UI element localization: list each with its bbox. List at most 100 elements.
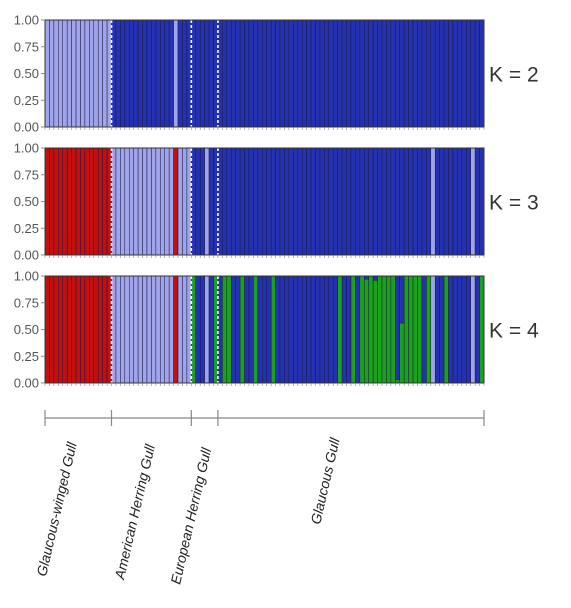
bar — [275, 275, 281, 384]
panels: 1.00 0.75 0.50 0.25 0.00 K = 2 1.00 0.75 0.50 0.2… — [14, 13, 539, 391]
bar — [439, 275, 445, 384]
bar — [381, 19, 387, 128]
bar — [324, 147, 330, 256]
bar — [412, 19, 418, 128]
bar — [151, 275, 157, 384]
bar — [195, 275, 201, 384]
bar-segment — [395, 275, 400, 381]
bar — [199, 19, 205, 128]
bar — [208, 275, 214, 384]
bar — [457, 19, 463, 128]
y-tick-label: 0.75 — [14, 295, 39, 310]
bar — [235, 147, 241, 256]
bar — [182, 19, 188, 128]
bar — [386, 147, 392, 256]
bar — [177, 147, 183, 256]
bar — [230, 19, 236, 128]
bar — [151, 147, 157, 256]
bar — [315, 275, 321, 384]
bar — [461, 147, 467, 256]
bar — [253, 147, 259, 256]
bar — [474, 275, 480, 384]
bar — [372, 19, 378, 128]
bar — [244, 275, 250, 384]
bar — [151, 19, 157, 128]
bar — [93, 19, 99, 128]
bar — [93, 147, 99, 256]
bar — [306, 147, 312, 256]
bar — [452, 147, 458, 256]
bar — [239, 147, 245, 256]
bar — [129, 275, 134, 384]
bar — [168, 19, 174, 128]
bar — [359, 147, 365, 256]
bar — [310, 19, 316, 128]
bar — [155, 19, 161, 128]
bar — [328, 19, 334, 128]
bar — [49, 147, 55, 256]
bar — [160, 19, 165, 128]
bar — [426, 147, 432, 256]
bar — [270, 19, 276, 128]
bar — [164, 275, 170, 384]
bar — [89, 147, 95, 256]
bar — [443, 19, 449, 128]
bar — [62, 275, 68, 384]
bar — [381, 275, 387, 384]
bar — [408, 147, 414, 256]
bar — [350, 147, 356, 256]
bar — [93, 275, 99, 384]
bar — [182, 147, 188, 256]
bar — [49, 275, 55, 384]
bar — [102, 275, 108, 384]
bar — [177, 275, 183, 384]
bar — [71, 147, 77, 256]
y-tick-label: 1.00 — [14, 141, 39, 156]
bar — [226, 19, 232, 128]
bar-segment — [399, 275, 405, 324]
bar — [177, 19, 183, 128]
bar — [62, 147, 68, 256]
bar — [120, 147, 126, 256]
bar — [75, 19, 81, 128]
bar — [208, 19, 214, 128]
bar — [204, 19, 210, 128]
bar — [346, 19, 352, 128]
bar — [230, 275, 236, 384]
bar — [332, 19, 338, 128]
bar — [293, 147, 299, 256]
bar — [97, 147, 103, 256]
bar — [58, 275, 63, 384]
y-tick-label: 0.50 — [14, 66, 39, 81]
bar — [350, 275, 356, 384]
bar — [319, 275, 325, 384]
bar — [226, 147, 232, 256]
bar — [426, 275, 432, 384]
bar — [315, 19, 321, 128]
population-label: American Herring Gull — [111, 442, 158, 582]
bar — [244, 19, 250, 128]
bar — [146, 275, 152, 384]
bar — [66, 275, 72, 384]
bar — [137, 147, 143, 256]
bar — [479, 147, 485, 256]
bar — [341, 147, 347, 256]
bar — [319, 147, 325, 256]
bar — [222, 19, 228, 128]
bar — [426, 19, 432, 128]
bar-segment — [364, 278, 369, 384]
bar — [412, 275, 418, 384]
bar — [332, 147, 338, 256]
bar — [235, 19, 241, 128]
bar — [253, 19, 259, 128]
bar — [173, 19, 179, 128]
bar — [44, 19, 50, 128]
bar — [204, 275, 210, 384]
bar — [328, 275, 334, 384]
bar — [443, 147, 449, 256]
bar — [359, 19, 365, 128]
bar — [102, 147, 108, 256]
bar — [430, 147, 436, 256]
bar — [306, 275, 312, 384]
bar — [124, 147, 130, 256]
